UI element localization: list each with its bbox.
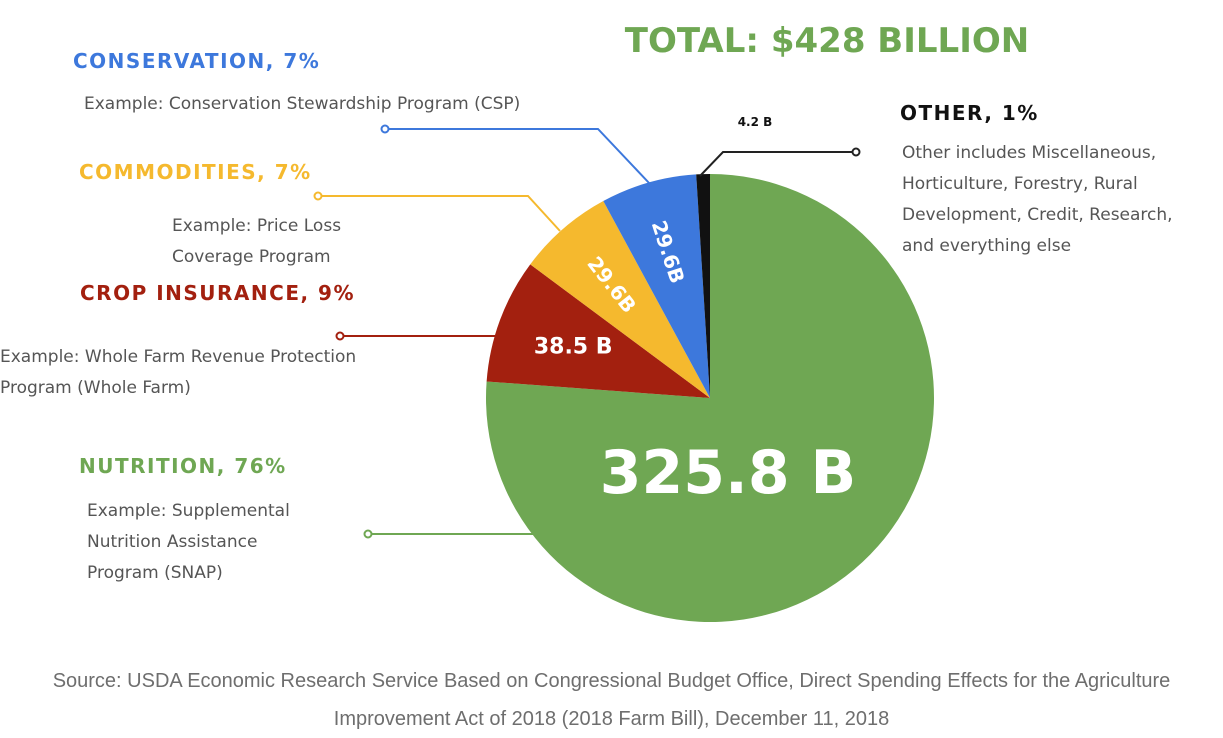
category-heading-conservation: CONSERVATION, 7% xyxy=(73,49,320,73)
pie-slice-other xyxy=(696,174,710,398)
pie-slice-commodities xyxy=(530,201,710,398)
pie-slice-conservation xyxy=(603,174,710,398)
leader-line-conservation xyxy=(385,128,651,185)
category-description-other: and everything else xyxy=(902,236,1071,256)
leader-dot-nutrition xyxy=(363,529,373,539)
leader-line-commodities xyxy=(318,195,561,232)
category-heading-other: OTHER, 1% xyxy=(900,101,1039,125)
slice-label-other: 4.2 B xyxy=(738,115,773,129)
category-description-crop-insurance: Program (Whole Farm) xyxy=(0,378,191,398)
leader-dot-commodities xyxy=(313,191,323,201)
source-line-1: Source: USDA Economic Research Service B… xyxy=(52,670,1171,692)
slice-label-crop-insurance: 38.5 B xyxy=(534,335,613,360)
pie-slice-crop-insurance xyxy=(486,264,710,398)
chart-title: TOTAL: $428 BILLION xyxy=(625,21,1029,61)
category-description-nutrition: Example: Supplemental xyxy=(87,501,290,521)
category-heading-commodities: COMMODITIES, 7% xyxy=(79,160,312,184)
category-description-other: Development, Credit, Research, xyxy=(902,205,1173,225)
category-description-conservation: Example: Conservation Stewardship Progra… xyxy=(84,94,520,114)
slice-label-nutrition: 325.8 B xyxy=(600,438,856,508)
category-description-crop-insurance: Example: Whole Farm Revenue Protection xyxy=(0,347,356,367)
category-description-commodities: Coverage Program xyxy=(172,247,331,267)
source-note: Source: USDA Economic Research Service B… xyxy=(0,662,1223,738)
leader-dot-conservation xyxy=(380,124,390,134)
category-description-nutrition: Nutrition Assistance xyxy=(87,532,257,552)
source-line-2: Improvement Act of 2018 (2018 Farm Bill)… xyxy=(333,708,890,730)
category-description-other: Other includes Miscellaneous, xyxy=(902,143,1156,163)
category-description-nutrition: Program (SNAP) xyxy=(87,563,223,583)
leader-line-other xyxy=(699,151,856,177)
category-heading-crop-insurance: CROP INSURANCE, 9% xyxy=(80,281,355,305)
leader-dot-other xyxy=(851,147,861,157)
category-heading-nutrition: NUTRITION, 76% xyxy=(79,454,287,478)
category-description-commodities: Example: Price Loss xyxy=(172,216,341,236)
leader-dot-crop-insurance xyxy=(335,331,345,341)
category-description-other: Horticulture, Forestry, Rural xyxy=(902,174,1138,194)
